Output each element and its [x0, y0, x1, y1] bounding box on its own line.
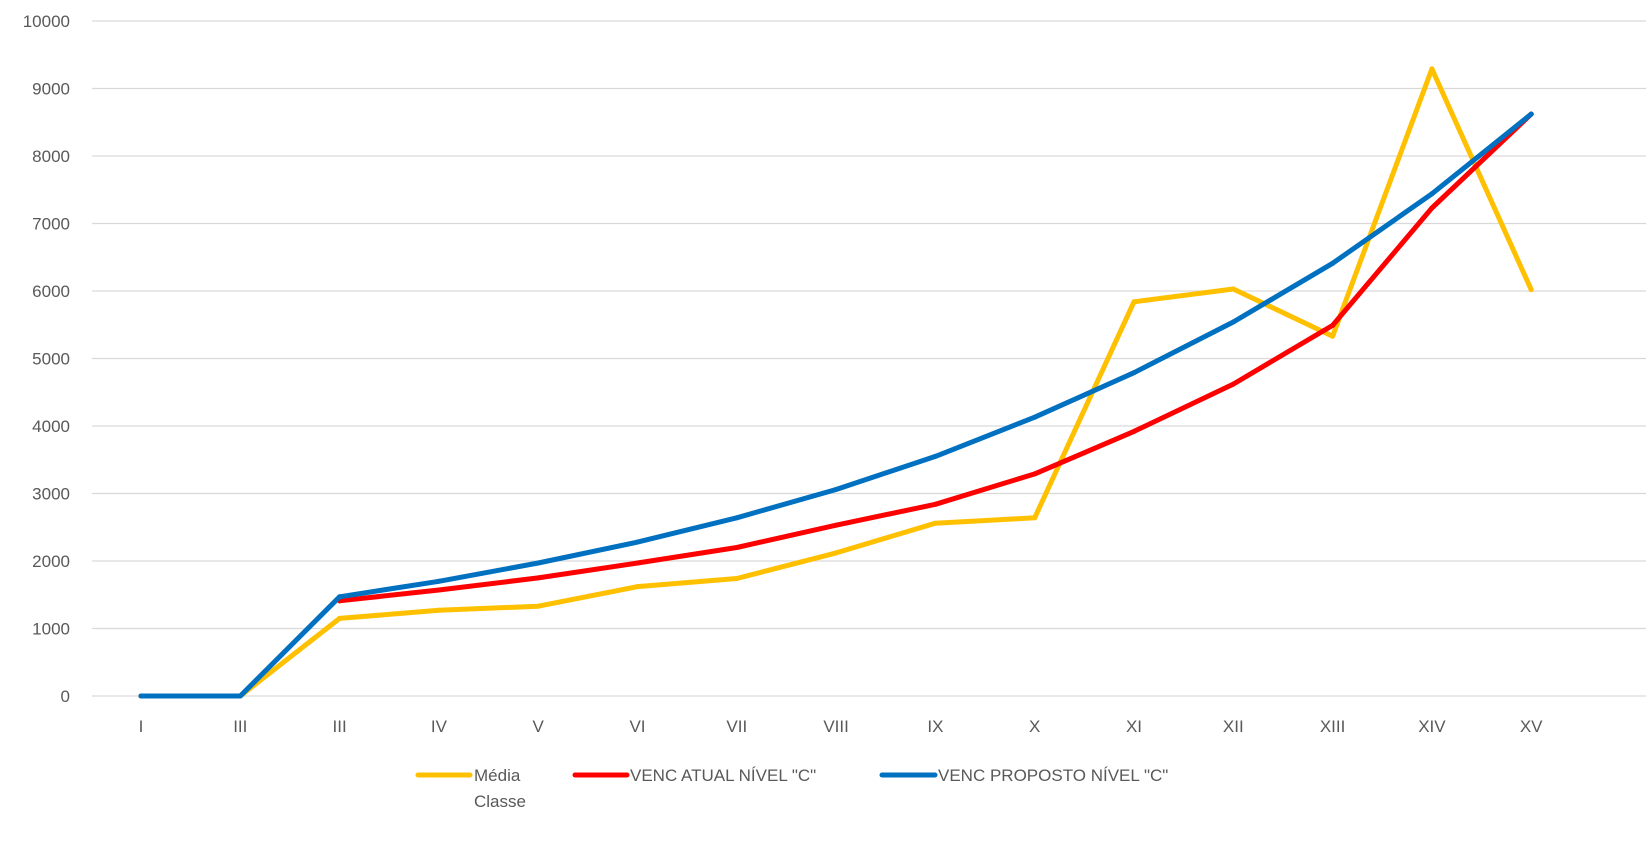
x-tick-label: III — [333, 717, 347, 736]
x-tick-label: VIII — [823, 717, 849, 736]
y-tick-label: 4000 — [32, 417, 70, 436]
x-tick-label: XV — [1520, 717, 1543, 736]
data-point — [1429, 191, 1435, 197]
data-point — [535, 560, 541, 566]
y-tick-label: 3000 — [32, 485, 70, 504]
y-axis-tick-labels: 0 1000 2000 3000 4000 5000 6000 7000 8000 9000 100… — [23, 12, 70, 706]
legend-label: Média Classe — [474, 766, 526, 811]
data-point — [833, 522, 839, 528]
data-point — [237, 693, 243, 699]
data-point — [1330, 322, 1336, 328]
y-tick-label: 5000 — [32, 350, 70, 369]
y-tick-label: 2000 — [32, 552, 70, 571]
data-point — [138, 693, 144, 699]
data-point — [1230, 381, 1236, 387]
data-point — [734, 576, 740, 582]
data-point — [734, 545, 740, 550]
legend-label: VENC PROPOSTO NÍVEL "C" — [938, 766, 1168, 785]
x-tick-label: XI — [1126, 717, 1142, 736]
data-point — [1429, 205, 1435, 211]
y-tick-label: 7000 — [32, 215, 70, 234]
data-point — [1032, 471, 1038, 477]
x-tick-label: VI — [629, 717, 645, 736]
series-1 — [138, 66, 1534, 699]
series-3 — [138, 111, 1534, 699]
x-tick-label: III — [233, 717, 247, 736]
x-tick-label: V — [533, 717, 545, 736]
data-point — [1330, 333, 1336, 339]
data-point — [535, 603, 541, 609]
legend-item: VENC PROPOSTO NÍVEL "C" — [879, 766, 1168, 785]
data-point — [1429, 66, 1435, 72]
data-point — [1131, 299, 1137, 305]
y-tick-label: 10000 — [23, 12, 70, 31]
legend-item: Média Classe — [415, 766, 526, 811]
legend-item: VENC ATUAL NÍVEL "C" — [572, 766, 816, 785]
data-point — [1131, 428, 1137, 434]
x-tick-label: XII — [1223, 717, 1244, 736]
data-point — [436, 578, 442, 584]
legend-label: VENC ATUAL NÍVEL "C" — [630, 766, 816, 785]
data-point — [932, 501, 938, 507]
data-point — [1528, 111, 1534, 117]
data-point — [1330, 260, 1336, 266]
data-point — [833, 550, 839, 556]
series-lines — [138, 66, 1534, 699]
x-tick-label: XIII — [1320, 717, 1346, 736]
data-point — [1131, 370, 1137, 376]
data-point — [635, 560, 640, 566]
data-point — [1032, 515, 1038, 521]
data-point — [734, 515, 740, 521]
data-point — [1032, 414, 1038, 420]
x-tick-label: IV — [431, 717, 448, 736]
data-point — [932, 520, 938, 526]
series-line — [138, 111, 1534, 699]
y-tick-label: 6000 — [32, 282, 70, 301]
data-point — [635, 539, 640, 545]
data-point — [436, 607, 442, 613]
data-point — [436, 587, 442, 593]
y-tick-label: 1000 — [32, 620, 70, 639]
y-tick-label: 0 — [61, 687, 70, 706]
y-tick-label: 9000 — [32, 80, 70, 99]
x-tick-label: I — [139, 717, 144, 736]
gridlines — [92, 20, 1646, 697]
series-line — [337, 111, 1534, 604]
y-tick-label: 8000 — [32, 147, 70, 166]
data-point — [635, 584, 640, 590]
legend: Média Classe VENC ATUAL NÍVEL "C" VENC PROP… — [415, 766, 1168, 811]
data-point — [337, 594, 343, 600]
data-point — [1230, 286, 1236, 292]
series-2 — [337, 111, 1534, 604]
x-axis-tick-labels: I III III IV V VI VII VIII IX X XI XII XIII XIV XV — [139, 717, 1544, 736]
x-tick-label: VII — [726, 717, 747, 736]
x-tick-label: X — [1029, 717, 1040, 736]
x-tick-label: IX — [927, 717, 943, 736]
data-point — [337, 615, 343, 621]
data-point — [932, 453, 938, 459]
data-point — [833, 486, 839, 492]
data-point — [535, 575, 541, 581]
x-tick-label: XIV — [1418, 717, 1446, 736]
data-point — [1230, 319, 1236, 325]
data-point — [1528, 287, 1534, 293]
